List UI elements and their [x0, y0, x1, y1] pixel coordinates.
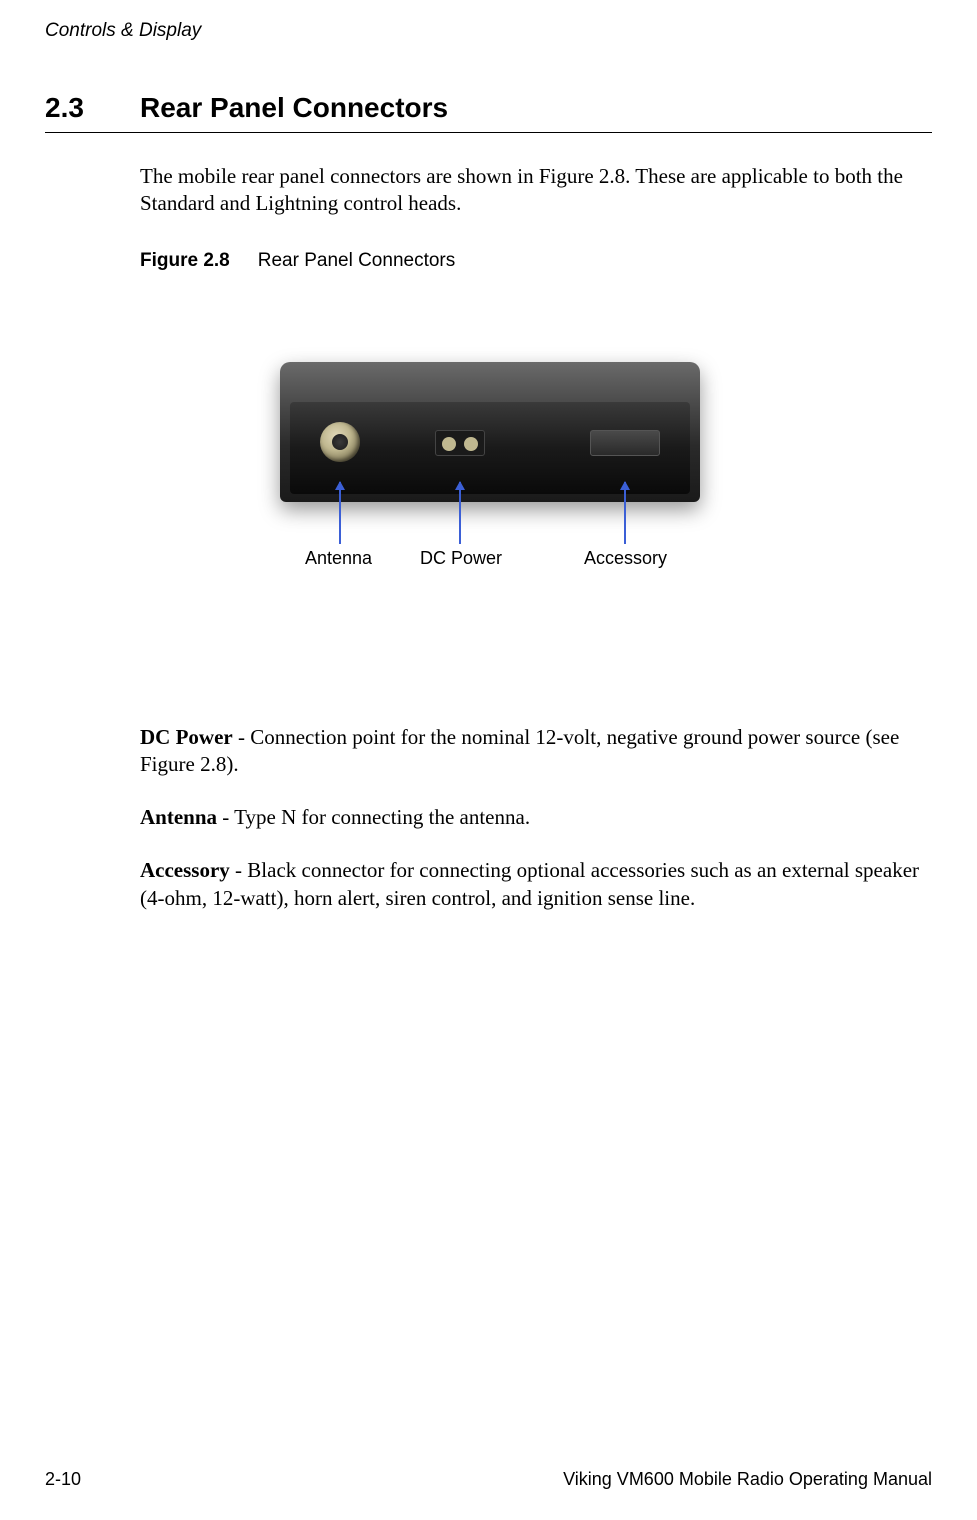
antenna-connector-icon — [320, 422, 360, 462]
description-text: - Type N for connecting the antenna. — [217, 805, 530, 829]
label-antenna: Antenna — [305, 548, 372, 569]
figure-container: Antenna DC Power Accessory — [140, 352, 840, 624]
description-term: Antenna — [140, 805, 217, 829]
description-accessory: Accessory - Black connector for connecti… — [140, 857, 932, 912]
section-heading: 2.3 Rear Panel Connectors — [45, 92, 932, 124]
arrow-icon — [624, 482, 626, 544]
figure-caption: Figure 2.8 Rear Panel Connectors — [140, 250, 932, 272]
arrow-icon — [339, 482, 341, 544]
description-term: DC Power — [140, 725, 233, 749]
chapter-title: Controls & Display — [45, 20, 932, 42]
description-dc-power: DC Power - Connection point for the nomi… — [140, 724, 932, 779]
label-accessory: Accessory — [584, 548, 667, 569]
description-antenna: Antenna - Type N for connecting the ante… — [140, 804, 932, 831]
description-text: - Connection point for the nominal 12-vo… — [140, 725, 899, 776]
arrow-icon — [459, 482, 461, 544]
figure-number: Figure 2.8 — [140, 250, 230, 271]
description-text: - Black connector for connecting optiona… — [140, 858, 919, 909]
section-divider — [45, 132, 932, 133]
figure-title: Rear Panel Connectors — [258, 250, 456, 271]
figure-labels: Antenna DC Power Accessory — [140, 534, 840, 624]
device-illustration — [280, 352, 700, 524]
dc-power-connector-icon — [435, 430, 485, 456]
accessory-connector-icon — [590, 430, 660, 456]
page-number: 2-10 — [45, 1469, 81, 1490]
manual-title: Viking VM600 Mobile Radio Operating Manu… — [563, 1469, 932, 1490]
description-term: Accessory — [140, 858, 230, 882]
label-dc-power: DC Power — [420, 548, 502, 569]
section-title: Rear Panel Connectors — [140, 92, 448, 124]
intro-paragraph: The mobile rear panel connectors are sho… — [140, 163, 932, 218]
page-footer: 2-10 Viking VM600 Mobile Radio Operating… — [45, 1469, 932, 1490]
section-number: 2.3 — [45, 92, 140, 124]
